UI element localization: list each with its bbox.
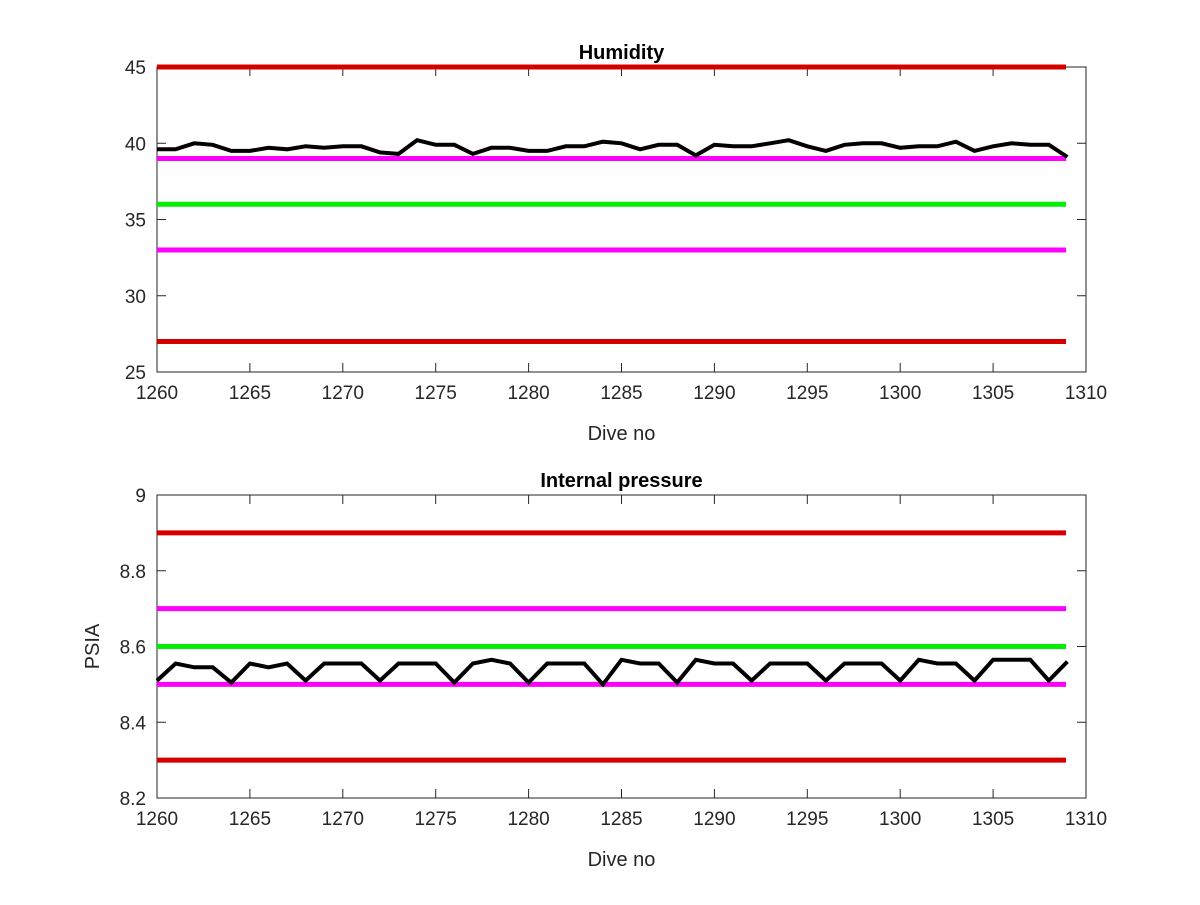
x-tick-label: 1285 xyxy=(600,383,642,404)
y-tick-label: 25 xyxy=(125,363,146,384)
x-tick-label: 1300 xyxy=(879,809,921,830)
x-axis-label: Dive no xyxy=(588,849,656,871)
series-line xyxy=(157,138,1069,159)
chart-title: Internal pressure xyxy=(540,470,702,492)
x-tick-label: 1265 xyxy=(229,383,271,404)
series-line xyxy=(155,657,1069,688)
y-tick-label: 8.4 xyxy=(120,713,147,734)
x-tick-label: 1295 xyxy=(786,383,828,404)
y-tick-label: 8.2 xyxy=(120,789,146,810)
y-tick-label: 40 xyxy=(125,134,146,155)
chart-title: Humidity xyxy=(579,42,665,64)
y-axis-label: PSIA xyxy=(82,623,104,669)
x-tick-label: 1275 xyxy=(415,809,457,830)
y-tick-label: 9 xyxy=(135,486,146,507)
y-tick-label: 8.6 xyxy=(120,638,146,659)
y-tick-label: 30 xyxy=(125,287,146,308)
x-tick-label: 1310 xyxy=(1065,809,1107,830)
x-tick-label: 1305 xyxy=(972,383,1014,404)
x-tick-label: 1300 xyxy=(879,383,921,404)
axes-box xyxy=(156,66,1087,373)
x-tick-label: 1305 xyxy=(972,809,1014,830)
y-tick-label: 45 xyxy=(125,58,146,79)
x-tick-label: 1275 xyxy=(415,383,457,404)
x-tick-label: 1285 xyxy=(600,809,642,830)
x-tick-label: 1270 xyxy=(322,809,364,830)
x-tick-label: 1280 xyxy=(507,383,549,404)
x-tick-label: 1270 xyxy=(322,383,364,404)
x-tick-label: 1260 xyxy=(136,383,178,404)
x-tick-label: 1310 xyxy=(1065,383,1107,404)
x-tick-label: 1260 xyxy=(136,809,178,830)
x-tick-label: 1295 xyxy=(786,809,828,830)
y-tick-label: 35 xyxy=(125,211,146,232)
x-tick-label: 1290 xyxy=(693,809,735,830)
x-axis-label: Dive no xyxy=(588,423,656,445)
x-tick-label: 1265 xyxy=(229,809,271,830)
x-tick-label: 1280 xyxy=(507,809,549,830)
x-tick-label: 1290 xyxy=(693,383,735,404)
y-tick-label: 8.8 xyxy=(120,562,146,583)
